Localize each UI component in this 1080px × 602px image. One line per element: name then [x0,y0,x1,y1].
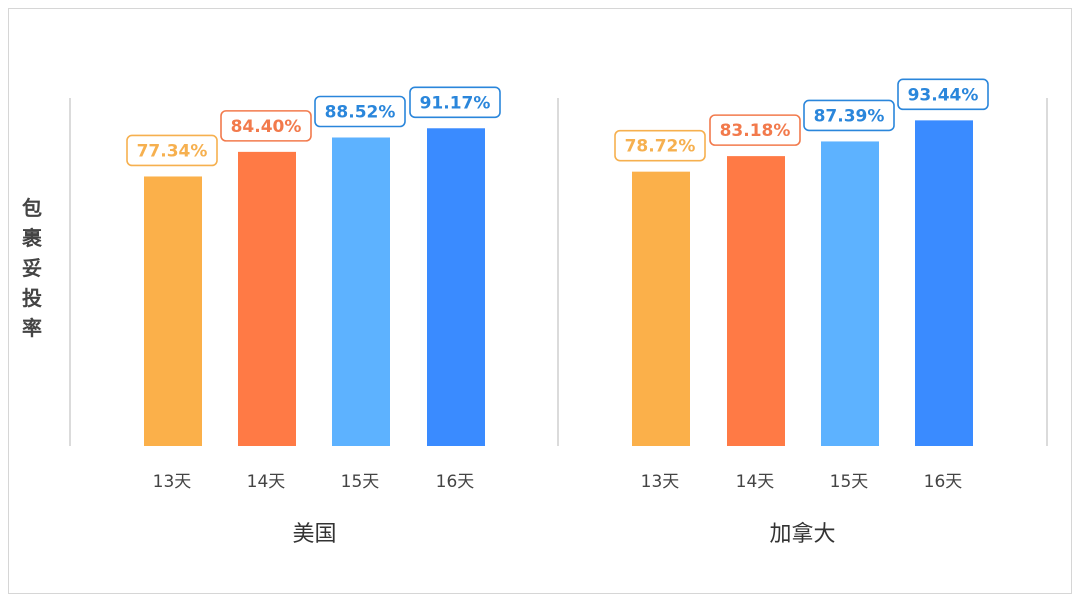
y-axis-label-char: 包 [22,196,42,220]
y-axis-label-char: 率 [22,316,42,340]
x-tick-label-1-0: 13天 [641,472,680,492]
bar-1-3 [915,120,973,446]
data-label-0-2: 88.52% [325,103,396,123]
x-tick-label-0-1: 14天 [247,472,286,492]
data-label-1-1: 83.18% [720,121,791,141]
bar-1-1 [727,156,785,446]
bar-1-0 [632,171,690,446]
data-label-1-3: 93.44% [908,85,979,105]
data-label-box-1-1 [709,114,801,146]
data-label-box-0-2 [314,95,406,128]
data-label-0-0: 77.34% [137,141,208,161]
bar-1-2 [821,141,879,446]
y-axis-label-char: 投 [22,286,42,310]
data-label-box-1-0 [614,129,706,162]
data-label-box-0-1 [220,110,312,142]
group-label-1: 加拿大 [769,521,835,547]
y-axis-label-char: 妥 [22,256,42,280]
x-tick-label-0-2: 15天 [341,472,380,492]
bar-0-3 [427,128,485,446]
bar-0-1 [238,151,296,446]
y-axis-label-char: 裹 [22,226,43,250]
data-label-box-0-3 [409,86,501,119]
x-tick-label-1-3: 16天 [924,472,963,492]
x-tick-label-0-0: 13天 [153,472,192,492]
bar-0-2 [332,137,390,446]
data-label-box-1-3 [897,78,989,111]
data-label-box-1-2 [803,99,895,132]
data-label-0-3: 91.17% [420,93,491,113]
data-label-0-1: 84.40% [231,117,302,137]
data-label-1-0: 78.72% [625,137,696,157]
data-label-box-0-0 [126,134,218,167]
x-tick-label-1-2: 15天 [830,472,869,492]
bar-0-0 [144,176,202,446]
x-tick-label-0-3: 16天 [436,472,475,492]
x-tick-label-1-1: 14天 [736,472,775,492]
data-label-1-2: 87.39% [814,106,885,126]
group-label-0: 美国 [292,522,336,547]
